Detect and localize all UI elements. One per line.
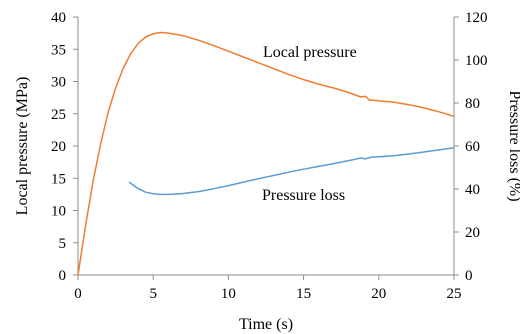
x-tick-label: 15 (296, 286, 311, 302)
left-y-tick-label: 10 (51, 204, 66, 220)
x-tick-label: 25 (447, 286, 462, 302)
right-y-tick-label: 40 (465, 182, 480, 198)
pressure-loss-annotation: Pressure loss (262, 187, 345, 204)
x-tick-label: 10 (221, 286, 236, 302)
right-y-tick-label: 120 (465, 10, 488, 26)
right-y-tick-label: 0 (465, 268, 473, 284)
right-y-tick-label: 20 (465, 225, 480, 241)
x-axis-title: Time (s) (239, 316, 293, 333)
x-tick-label: 20 (371, 286, 386, 302)
left-y-tick-label: 5 (59, 236, 67, 252)
left-y-tick-label: 30 (51, 75, 66, 91)
right-y-axis-title: Pressure loss (%) (506, 90, 520, 201)
left-y-tick-label: 40 (51, 10, 66, 26)
left-y-tick-label: 25 (51, 107, 66, 123)
x-tick-label: 0 (74, 286, 82, 302)
series-line-local-pressure (77, 31, 455, 276)
right-y-tick-label: 80 (465, 96, 480, 112)
left-y-tick-label: 20 (51, 139, 66, 155)
left-y-tick-label: 35 (51, 42, 66, 58)
x-tick-label: 5 (149, 286, 157, 302)
right-y-tick-label: 100 (465, 53, 488, 69)
left-y-axis-title: Local pressure (MPa) (14, 77, 31, 216)
series-line-pressure-loss (128, 146, 455, 196)
left-y-tick-label: 0 (59, 268, 67, 284)
right-y-tick-label: 60 (465, 139, 480, 155)
left-y-tick-label: 15 (51, 171, 66, 187)
local-pressure-annotation: Local pressure (263, 44, 357, 61)
